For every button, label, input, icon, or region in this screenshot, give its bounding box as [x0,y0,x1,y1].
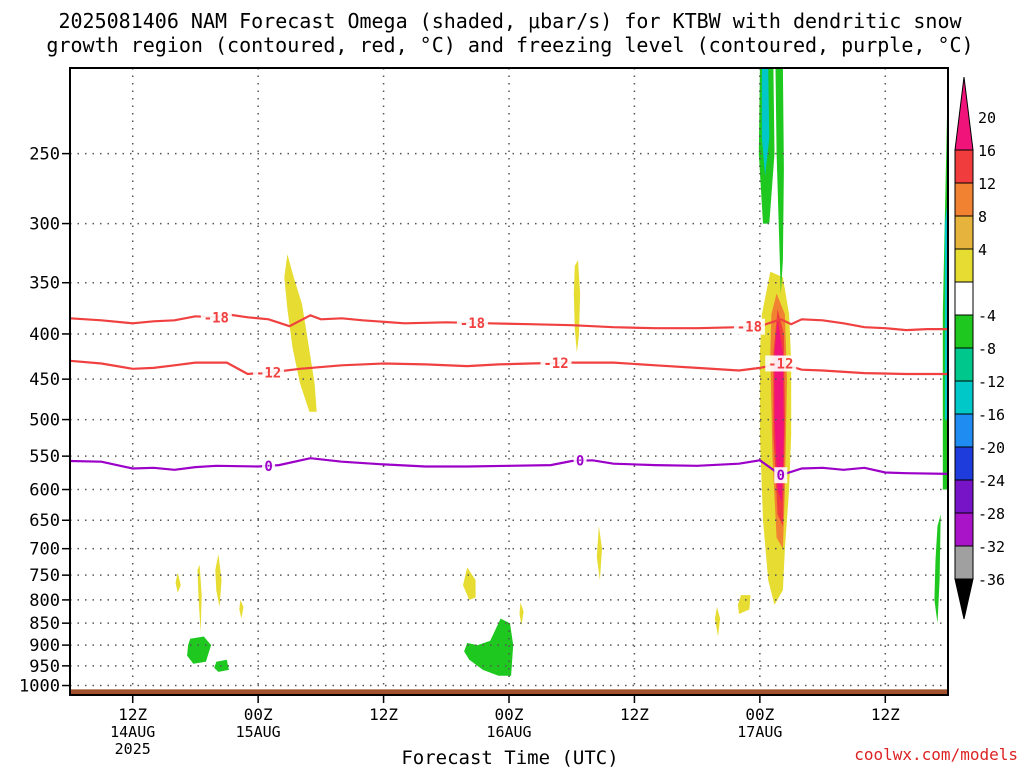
colorbar-bin [954,182,974,217]
colorbar-tick-label: 12 [978,175,996,193]
y-axis: 2503003504004505005506006507007508008509… [19,145,70,697]
colorbar-tick-label: -8 [978,340,996,358]
omega-shaded-region [775,68,784,294]
isotherm-label: -12 [256,365,281,381]
colorbar-bin [954,347,974,382]
credit-text: coolwx.com/models [854,745,1018,764]
x-tick-label: 12Z [620,705,649,724]
colorbar-bin [954,281,974,316]
colorbar-bin [954,248,974,283]
colorbar-bin [954,76,974,151]
colorbar-tick-label: -32 [978,538,1005,556]
isotherm-label: -18 [204,310,229,326]
colorbar-tick-label: -36 [978,571,1005,589]
omega-shaded-region [463,567,476,600]
colorbar-tick-label: -20 [978,439,1005,457]
colorbar-tick-label: -28 [978,505,1005,523]
y-tick-label: 1000 [19,677,60,697]
omega-shaded-region [761,68,770,176]
colorbar-tick-label: 8 [978,208,987,226]
y-tick-label: 450 [29,370,60,390]
y-tick-label: 650 [29,511,60,531]
isotherm-label: 0 [264,459,272,475]
colorbar-bin [954,380,974,415]
omega-shaded-region [284,254,317,412]
x-tick-date-label: 15AUG [236,723,281,741]
y-tick-label: 900 [29,636,60,656]
colorbar-tick-label: 4 [978,241,987,259]
y-tick-label: 750 [29,566,60,586]
omega-shaded-region [239,599,244,619]
omega-shaded-region [187,636,212,664]
isotherm-contour [70,359,948,376]
omega-shaded-region [519,602,524,626]
omega-shaded-region [596,526,602,581]
omega-shaded-region [175,572,181,593]
isotherm-contour [70,457,948,477]
ground-surface [70,689,948,695]
y-tick-label: 850 [29,614,60,634]
omega-shaded-region [214,659,229,672]
x-tick-label: 12Z [369,705,398,724]
isotherm-label: -12 [543,356,568,372]
y-tick-label: 400 [29,325,60,345]
omega-shaded-region [737,595,751,614]
colorbar-bin [954,314,974,349]
colorbar-bin [954,446,974,481]
x-tick-label: 00Z [745,705,774,724]
x-tick-label: 12Z [871,705,900,724]
y-tick-label: 800 [29,591,60,611]
y-tick-label: 550 [29,447,60,467]
x-tick-date-label: 17AUG [737,723,782,741]
x-axis-label: Forecast Time (UTC) [401,747,618,768]
x-tick-date-label: 14AUG [110,723,155,741]
omega-shaded-region [197,564,202,633]
y-tick-label: 500 [29,411,60,431]
isotherm-label: -18 [460,316,485,332]
colorbar-bottom-arrow [954,578,974,620]
x-tick-label: 00Z [495,705,524,724]
colorbar: 20 16 12 8 4 -4 -8 -12 -16 -20 -24 -28 -32 -36 [954,76,1005,620]
isotherm-label: -12 [768,356,793,372]
x-tick-date-label: 16AUG [486,723,531,741]
omega-shaded-region [573,260,581,353]
isotherm-label: 0 [777,468,785,484]
y-tick-label: 600 [29,481,60,501]
colorbar-bin [954,512,974,547]
colorbar-tick-label: -24 [978,472,1005,490]
x-tick-label: 00Z [244,705,273,724]
colorbar-bin [954,479,974,514]
colorbar-tick-label: 20 [978,109,996,127]
x-tick-label: 12Z [118,705,147,724]
omega-shaded-region [464,618,514,676]
y-tick-label: 350 [29,274,60,294]
plot-area: -18 -18 -18 -12 -12 -12 0 0 0 [69,67,949,696]
colorbar-tick-label: -16 [978,406,1005,424]
isotherm-label: 0 [576,454,584,470]
y-tick-label: 300 [29,215,60,235]
colorbar-bin [954,413,974,448]
y-tick-label: 250 [29,145,60,165]
colorbar-bin [954,545,974,580]
y-tick-label: 700 [29,540,60,560]
omega-shaded-region [714,607,721,637]
colorbar-tick-label: 16 [978,142,996,160]
colorbar-bin [954,149,974,184]
chart-title-line2: growth region (contoured, red, °C) and f… [46,33,973,57]
chart-title-line1: 2025081406 NAM Forecast Omega (shaded, μ… [58,9,962,33]
omega-shaded-region [215,554,222,607]
colorbar-tick-label: -12 [978,373,1005,391]
isotherm-label: -18 [737,320,762,336]
y-tick-label: 950 [29,657,60,677]
colorbar-tick-label: -4 [978,307,996,325]
colorbar-bin [954,215,974,250]
omega-shaded-region [934,514,941,624]
x-tick-year-label: 2025 [115,740,151,758]
